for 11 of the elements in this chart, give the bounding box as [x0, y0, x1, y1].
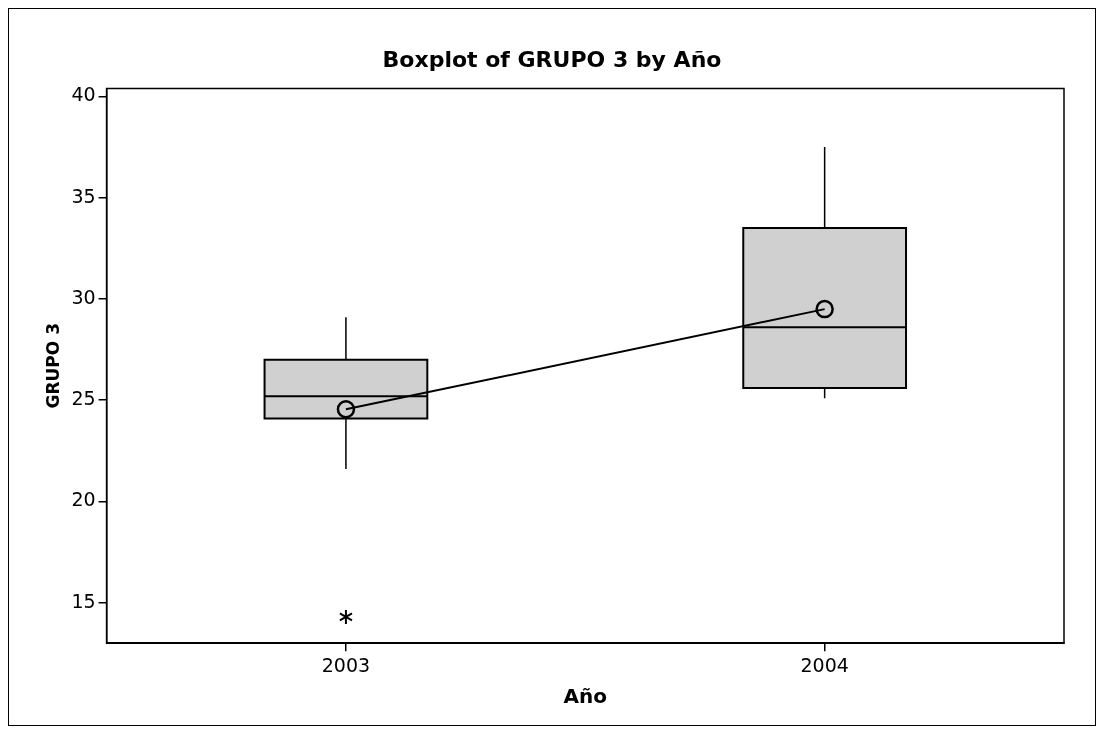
- chart-title: Boxplot of GRUPO 3 by Año: [382, 46, 722, 72]
- y-tick-label: 40: [71, 83, 96, 106]
- x-tick-label: 2003: [321, 653, 371, 676]
- x-tick-label: 2004: [800, 653, 849, 676]
- x-axis-title: Año: [563, 684, 608, 709]
- y-tick-label: 25: [71, 387, 96, 410]
- y-tick-label: 20: [71, 488, 96, 511]
- y-tick-label: 30: [71, 285, 96, 308]
- y-axis-title: GRUPO 3: [42, 323, 63, 409]
- y-tick-label: 15: [71, 589, 96, 612]
- y-tick-label: 35: [71, 184, 96, 207]
